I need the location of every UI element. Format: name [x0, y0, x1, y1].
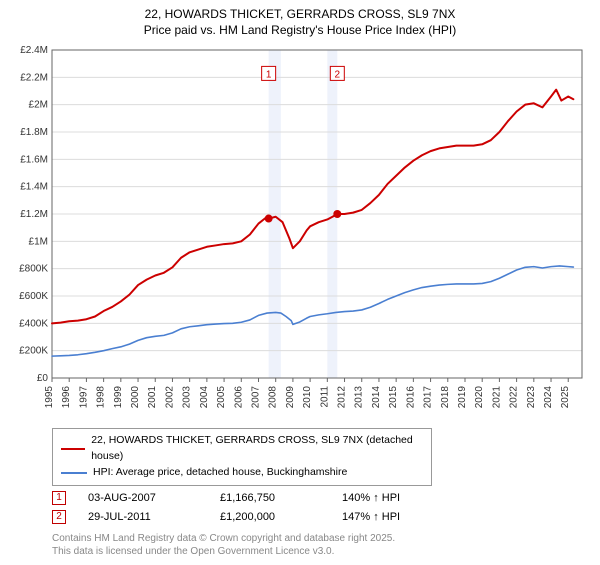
x-tick-label: 2004: [199, 386, 210, 409]
x-tick-label: 2007: [250, 386, 261, 409]
x-tick-label: 2022: [509, 386, 520, 409]
sale-row: 2 29-JUL-2011 £1,200,000 147% ↑ HPI: [52, 510, 594, 524]
y-tick-label: £1.6M: [20, 155, 48, 166]
x-tick-label: 2014: [371, 386, 382, 409]
sales-table: 1 03-AUG-2007 £1,166,750 140% ↑ HPI 2 29-JUL-…: [52, 491, 594, 524]
x-tick-label: 2025: [560, 386, 571, 409]
x-tick-label: 2015: [388, 386, 399, 409]
y-tick-label: £1.4M: [20, 182, 48, 193]
x-tick-label: 2002: [164, 386, 175, 409]
x-tick-label: 2019: [457, 386, 468, 409]
sale-marker-dot: [265, 215, 273, 223]
x-tick-label: 1996: [61, 386, 72, 409]
legend-text: HPI: Average price, detached house, Buck…: [93, 465, 347, 481]
sale-price: £1,200,000: [220, 511, 320, 523]
x-tick-label: 2021: [491, 386, 502, 409]
y-tick-label: £0: [37, 373, 49, 384]
x-tick-label: 2016: [405, 386, 416, 409]
sale-date: 03-AUG-2007: [88, 492, 198, 504]
sale-row: 1 03-AUG-2007 £1,166,750 140% ↑ HPI: [52, 491, 594, 505]
sale-marker-dot: [333, 210, 341, 218]
series-hpi: [52, 266, 573, 356]
legend: 22, HOWARDS THICKET, GERRARDS CROSS, SL9…: [52, 428, 432, 485]
chart-title: 22, HOWARDS THICKET, GERRARDS CROSS, SL9…: [6, 6, 594, 38]
y-tick-label: £2.2M: [20, 73, 48, 84]
x-tick-label: 2000: [130, 386, 141, 409]
x-tick-label: 2020: [474, 386, 485, 409]
x-tick-label: 2023: [526, 386, 537, 409]
legend-row: 22, HOWARDS THICKET, GERRARDS CROSS, SL9…: [61, 433, 423, 465]
sale-marker-label: 2: [335, 70, 341, 81]
sale-marker-label: 1: [266, 70, 272, 81]
x-tick-label: 2018: [440, 386, 451, 409]
legend-swatch: [61, 448, 85, 450]
x-tick-label: 2011: [319, 386, 330, 408]
sale-hpi-delta: 147% ↑ HPI: [342, 511, 400, 523]
attribution-footer: Contains HM Land Registry data © Crown c…: [52, 532, 594, 559]
legend-row: HPI: Average price, detached house, Buck…: [61, 465, 423, 481]
x-tick-label: 2005: [216, 386, 227, 409]
x-tick-label: 1995: [44, 386, 55, 409]
y-tick-label: £200K: [19, 346, 48, 357]
y-tick-label: £800K: [19, 264, 48, 275]
sale-marker-ref: 2: [52, 510, 66, 524]
y-tick-label: £2.4M: [20, 45, 48, 56]
x-tick-label: 2013: [354, 386, 365, 409]
x-tick-label: 2024: [543, 386, 554, 409]
sale-marker-ref: 1: [52, 491, 66, 505]
x-tick-label: 2008: [268, 386, 279, 409]
x-tick-label: 1999: [113, 386, 124, 409]
y-tick-label: £2M: [29, 100, 48, 111]
series-price_paid: [52, 90, 573, 324]
y-tick-label: £1M: [29, 237, 48, 248]
sale-hpi-delta: 140% ↑ HPI: [342, 492, 400, 504]
legend-swatch: [61, 472, 87, 474]
y-tick-label: £1.2M: [20, 209, 48, 220]
chart-plot: £0 £200K £400K £600K £800K £1M £1.2M £1.4M £1.6M…: [6, 42, 594, 422]
x-tick-label: 1998: [96, 386, 107, 409]
sale-price: £1,166,750: [220, 492, 320, 504]
x-tick-label: 2017: [423, 386, 434, 409]
x-tick-label: 2009: [285, 386, 296, 409]
y-tick-label: £600K: [19, 291, 48, 302]
x-tick-label: 2001: [147, 386, 158, 409]
x-tick-label: 2010: [302, 386, 313, 409]
x-tick-label: 1997: [78, 386, 89, 409]
sale-date: 29-JUL-2011: [88, 511, 198, 523]
y-tick-label: £1.8M: [20, 127, 48, 138]
x-tick-label: 2003: [182, 386, 193, 409]
legend-text: 22, HOWARDS THICKET, GERRARDS CROSS, SL9…: [91, 433, 423, 465]
x-tick-label: 2012: [337, 386, 348, 409]
y-tick-label: £400K: [19, 319, 48, 330]
x-tick-label: 2006: [233, 386, 244, 409]
